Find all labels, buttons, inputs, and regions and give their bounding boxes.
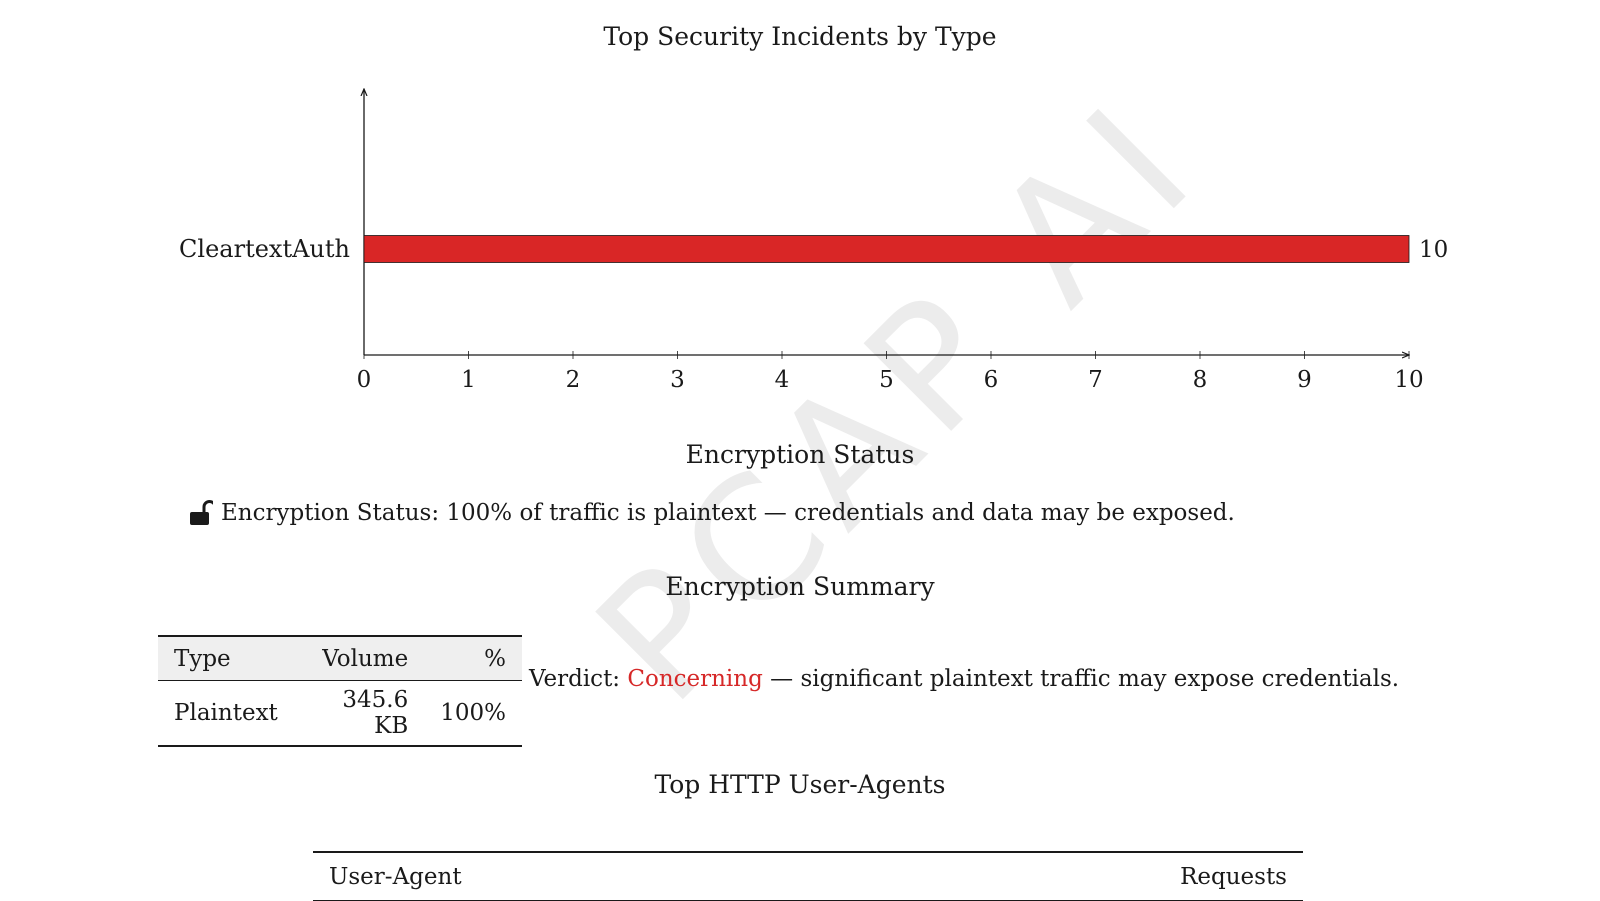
x-tick-label: 7 xyxy=(1088,367,1103,393)
encryption-status-text: Encryption Status: 100% of traffic is pl… xyxy=(221,500,1235,526)
chart-title: Top Security Incidents by Type xyxy=(603,22,997,51)
x-tick-label: 0 xyxy=(357,367,372,393)
table-row: Plaintext 345.6 KB 100% xyxy=(158,681,522,746)
cell-volume: 345.6 KB xyxy=(342,687,409,739)
x-tick-label: 5 xyxy=(879,367,894,393)
verdict: Verdict: Concerning — significant plaint… xyxy=(529,666,1399,692)
encryption-status-title: Encryption Status xyxy=(685,440,915,469)
table-header-row: User-Agent Requests xyxy=(313,852,1303,901)
header-volume: Volume xyxy=(322,645,409,672)
x-tick-label: 3 xyxy=(670,367,685,393)
cell-percent: 100% xyxy=(440,700,506,726)
x-axis-ticks: 0 1 2 3 4 5 6 7 8 9 10 xyxy=(357,351,1424,393)
category-label: CleartextAuth xyxy=(179,235,350,263)
x-tick-label: 4 xyxy=(775,367,790,393)
encryption-status-line: Encryption Status: 100% of traffic is pl… xyxy=(189,500,1235,526)
header-user-agent: User-Agent xyxy=(329,863,462,890)
header-percent: % xyxy=(484,645,506,672)
verdict-status: Concerning xyxy=(627,666,763,692)
bars xyxy=(363,235,1410,263)
x-tick-label: 10 xyxy=(1394,367,1423,393)
verdict-description: — significant plaintext traffic may expo… xyxy=(762,666,1400,692)
table-header-row: Type Volume % xyxy=(158,636,522,681)
user-agents-title: Top HTTP User-Agents xyxy=(654,770,946,799)
cell-type: Plaintext xyxy=(174,700,278,726)
x-tick-label: 2 xyxy=(566,367,581,393)
x-tick-label: 6 xyxy=(984,367,999,393)
unlocked-padlock-icon xyxy=(189,500,217,526)
x-tick-label: 1 xyxy=(461,367,476,393)
header-requests: Requests xyxy=(1180,863,1287,890)
header-type: Type xyxy=(174,645,231,672)
x-tick-label: 8 xyxy=(1193,367,1208,393)
x-tick-label: 9 xyxy=(1297,367,1312,393)
bar xyxy=(363,235,1410,263)
category-labels: CleartextAuth xyxy=(179,235,350,263)
user-agents-table: User-Agent Requests xyxy=(313,851,1303,901)
incidents-bar-chart: 0 1 2 3 4 5 6 7 8 9 10 CleartextAuth 10 xyxy=(179,0,1448,393)
data-labels: 10 xyxy=(1419,237,1448,263)
encryption-summary-title: Encryption Summary xyxy=(665,572,935,601)
verdict-label: Verdict: xyxy=(529,666,628,692)
data-label: 10 xyxy=(1419,237,1448,263)
encryption-summary-table: Type Volume % Plaintext 345.6 KB 100% xyxy=(158,635,522,747)
